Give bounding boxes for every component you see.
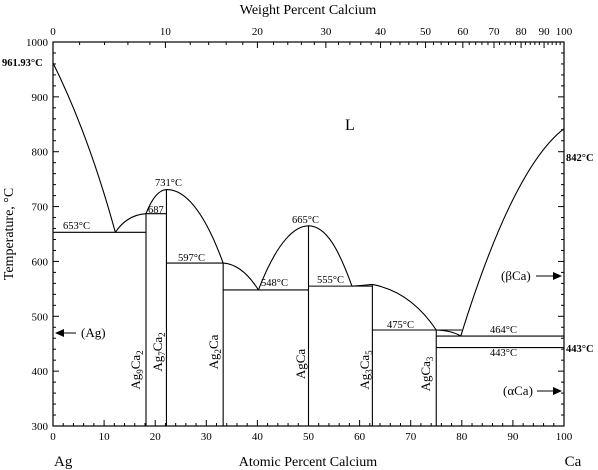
temp-597-label: 597°C	[178, 253, 205, 264]
left-tick-label: 700	[32, 202, 49, 214]
axis-tick-labels: 0 10 20 30 40 50 60 70 80 90 100300400500600700800…	[26, 26, 573, 443]
top-tick-label: 20	[252, 26, 264, 38]
bottom-tick-label: 30	[201, 431, 213, 443]
temp-665-label: 665°C	[292, 215, 319, 226]
liquid-region-label: L	[345, 117, 355, 134]
temp-443-label: 443°C	[490, 348, 517, 359]
top-tick-label: 100	[556, 26, 573, 38]
left-tick-label: 500	[32, 311, 49, 323]
bottom-tick-label: 80	[456, 431, 468, 443]
ca-transition-label: 443°C	[566, 344, 594, 355]
ag9ca2-label: Ag9Ca2	[128, 350, 145, 389]
top-tick-label: 50	[420, 26, 432, 38]
element-left-label: Ag	[54, 454, 73, 470]
bottom-tick-label: 50	[303, 431, 315, 443]
top-tick-label: 40	[375, 26, 387, 38]
temp-555-label: 555°C	[317, 275, 344, 286]
top-tick-label: 10	[160, 26, 172, 38]
bottom-tick-label: 100	[556, 431, 573, 443]
left-tick-label: 800	[32, 147, 49, 159]
liquidus-ag9ca2	[114, 213, 147, 233]
top-tick-label: 90	[539, 26, 551, 38]
temp-548-label: 548°C	[261, 278, 288, 289]
alpha-ca-arrow	[537, 387, 562, 395]
left-tick-label: 900	[32, 92, 49, 104]
agca3-label: AgCa3	[418, 356, 435, 391]
alpha-ca-label: (αCa)	[503, 383, 533, 398]
temp-653-label: 653°C	[63, 221, 90, 232]
temp-687-label: 687	[148, 205, 164, 216]
left-tick-label: 600	[32, 256, 49, 268]
temp-731-label: 731°C	[155, 178, 182, 189]
liquidus-ca	[460, 128, 565, 337]
left-axis-title: Temperature, °C	[2, 188, 17, 280]
bottom-tick-label: 40	[252, 431, 264, 443]
left-tick-label: 400	[32, 366, 49, 378]
bottom-tick-label: 60	[354, 431, 366, 443]
liquidus-ag7ca2	[145, 189, 224, 264]
element-right-label: Ca	[565, 454, 582, 470]
ag7ca2-label: Ag7Ca2	[150, 332, 167, 371]
top-tick-label: 80	[516, 26, 528, 38]
beta-ca-label: (βCa)	[501, 268, 531, 283]
phase-boundaries	[52, 62, 565, 426]
temp-464-label: 464°C	[490, 325, 517, 336]
ag3ca5-label: Ag3Ca5	[357, 350, 374, 390]
top-axis-title: Weight Percent Calcium	[240, 3, 377, 18]
plot-frame	[52, 41, 565, 427]
top-tick-label: 60	[457, 26, 469, 38]
bottom-tick-label: 0	[50, 431, 56, 443]
temp-475-label: 475°C	[387, 320, 414, 331]
beta-ca-arrow	[536, 272, 562, 280]
bottom-tick-label: 90	[507, 431, 519, 443]
agca-label: AgCa	[293, 349, 308, 380]
bottom-tick-label: 70	[405, 431, 417, 443]
left-tick-label: 1000	[26, 37, 49, 49]
top-tick-label: 30	[320, 26, 332, 38]
bottom-tick-label: 10	[99, 431, 111, 443]
liquidus-ag2ca-a	[223, 262, 259, 291]
ag-solid-arrow	[55, 329, 76, 337]
left-tick-label: 300	[32, 421, 49, 433]
ag-melting-point-label: 961.93°C	[2, 58, 43, 69]
liquidus-agca3	[436, 329, 462, 337]
ca-melting-point-label: 842°C	[566, 153, 594, 164]
liquidus-agca	[257, 225, 353, 291]
ag-solid-label: (Ag)	[81, 325, 106, 340]
bottom-axis-title: Atomic Percent Calcium	[239, 455, 378, 470]
top-tick-label: 70	[488, 26, 500, 38]
ag2ca-label: Ag2Ca	[206, 334, 223, 369]
bottom-tick-label: 20	[150, 431, 162, 443]
top-tick-label: 0	[50, 26, 56, 38]
liquidus-ag	[52, 62, 116, 233]
